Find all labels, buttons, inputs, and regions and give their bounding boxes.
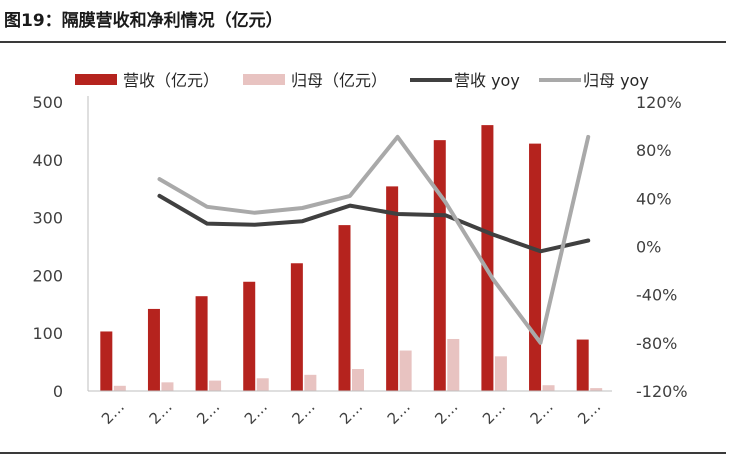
net-profit-bar <box>209 380 222 391</box>
net-profit-bar <box>590 388 603 391</box>
x-axis-tick-label: 2… <box>527 398 557 428</box>
legend-revenue-swatch <box>75 74 117 85</box>
right-axis: -120% -80% -40% 0% 40% 80% 120% <box>636 93 688 401</box>
x-axis-tick-label: 2… <box>479 398 509 428</box>
net-profit-bar <box>304 374 317 391</box>
net-profit-bar <box>494 356 507 391</box>
right-axis-tick-label: -120% <box>636 382 688 401</box>
right-axis-tick-label: 80% <box>636 141 672 160</box>
left-axis-tick-label: 200 <box>32 266 63 285</box>
revenue-bar <box>576 339 589 391</box>
revenue-bar <box>290 263 303 391</box>
right-axis-tick-label: 120% <box>636 93 682 112</box>
legend-net-profit-yoy-label: 归母 yoy <box>583 71 649 90</box>
bottom-rule <box>0 452 726 454</box>
left-axis-tick-label: 500 <box>32 93 63 112</box>
revenue-bar <box>338 225 351 391</box>
revenue-bar <box>243 281 256 391</box>
legend-net-profit-swatch <box>243 74 285 85</box>
net-profit-bar <box>352 369 364 391</box>
x-axis-tick-label: 2… <box>98 398 128 428</box>
revenue-bar <box>195 296 208 391</box>
legend-revenue-label: 营收（亿元） <box>123 71 219 90</box>
left-axis-tick-label: 300 <box>32 209 63 228</box>
x-axis-tick-label: 2… <box>193 398 223 428</box>
revenue-bar <box>386 186 399 391</box>
net-profit-yoy-line <box>157 134 591 345</box>
x-axis-tick-label: 2… <box>146 398 176 428</box>
legend-revenue-yoy-label: 营收 yoy <box>454 71 520 90</box>
right-axis-tick-label: 0% <box>636 238 661 257</box>
x-axis-tick-label: 2… <box>431 398 461 428</box>
x-axis-tick-label: 2… <box>288 398 318 428</box>
legend-net-profit-label: 归母（亿元） <box>291 71 387 90</box>
x-axis-tick-label: 2… <box>384 398 414 428</box>
net-profit-bar <box>399 350 412 391</box>
revenue-bar <box>481 125 494 392</box>
top-rule <box>0 41 726 43</box>
x-axis-tick-label: 2… <box>574 398 604 428</box>
net-profit-bar <box>542 385 555 391</box>
right-axis-tick-label: -40% <box>636 286 677 305</box>
net-profit-bar <box>256 378 269 391</box>
left-axis-tick-label: 400 <box>32 151 63 170</box>
net-profit-bar <box>113 385 126 391</box>
x-axis: 2… 2… 2… 2… 2… 2… 2… 2… 2… 2… 2… <box>88 390 612 428</box>
lines <box>157 134 591 345</box>
x-axis-tick-label: 2… <box>336 398 366 428</box>
revenue-bar <box>147 308 160 391</box>
revenue-yoy-line <box>157 193 591 254</box>
left-axis: 0 100 200 300 400 500 <box>32 93 89 401</box>
right-axis-tick-label: -80% <box>636 334 677 353</box>
revenue-bar <box>529 143 542 391</box>
revenue-bar <box>433 140 446 391</box>
right-axis-tick-label: 40% <box>636 189 672 208</box>
figure-title: 图19：隔膜营收和净利情况（亿元） <box>4 11 283 31</box>
x-axis-tick-label: 2… <box>241 398 271 428</box>
net-profit-bar <box>161 382 174 391</box>
revenue-bar <box>100 331 113 391</box>
bars <box>100 125 603 392</box>
left-axis-tick-label: 0 <box>53 382 63 401</box>
legend: 营收（亿元） 归母（亿元） 营收 yoy 归母 yoy <box>75 71 649 90</box>
net-profit-bar <box>447 338 460 391</box>
left-axis-tick-label: 100 <box>32 324 63 343</box>
